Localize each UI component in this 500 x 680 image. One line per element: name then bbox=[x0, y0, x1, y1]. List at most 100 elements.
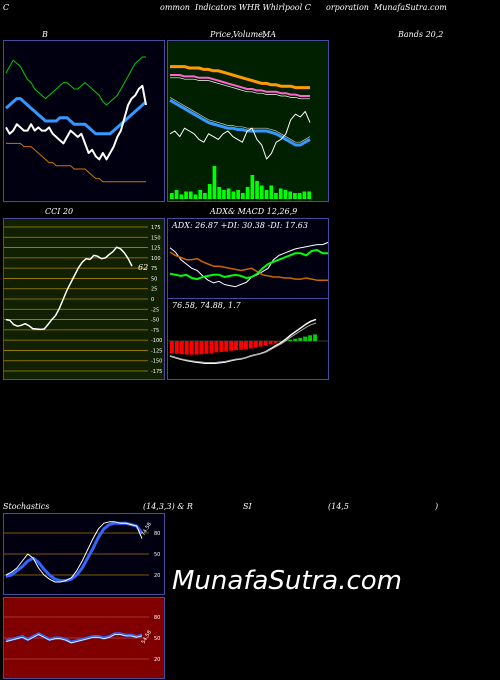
macd-readout: 76.58, 74.88, 1.7 bbox=[172, 301, 242, 310]
stoch-tick-label: 80 bbox=[154, 531, 160, 537]
ma-grey-line bbox=[169, 97, 311, 143]
volume-bar bbox=[307, 191, 311, 199]
rsi-panel: 80 50 20 54.58 bbox=[3, 597, 165, 679]
ma-blue-line bbox=[169, 98, 311, 147]
macd-histogram-bar bbox=[174, 341, 179, 354]
adx-chart: ADX: 26.87 +DI: 30.38 -DI: 17.63 bbox=[168, 219, 328, 299]
macd-histogram-bar bbox=[293, 338, 298, 341]
macd-histogram-bar bbox=[184, 341, 189, 355]
rsi-tick-label: 50 bbox=[154, 636, 160, 642]
cci-tick-label: -50 bbox=[151, 318, 159, 324]
cci-tick-label: -125 bbox=[151, 348, 162, 354]
adx-line bbox=[169, 241, 328, 288]
macd-histogram-bar bbox=[268, 341, 273, 345]
ma-pink-line bbox=[170, 74, 310, 97]
volume-bar bbox=[274, 193, 278, 199]
macd-histogram-bar bbox=[239, 341, 243, 350]
bollinger-panel bbox=[3, 40, 165, 202]
bands-title-right: Bands 20,2 bbox=[398, 30, 444, 39]
rsi-params-close: ) bbox=[435, 502, 439, 511]
macd-histogram-bar bbox=[313, 334, 317, 341]
volume-bar bbox=[203, 193, 207, 199]
rsi-line bbox=[5, 632, 143, 644]
cci-tick-label: -150 bbox=[151, 359, 162, 365]
bollinger-bg bbox=[4, 41, 164, 201]
cci-panel: 175 150 125 100 75 50 25 0 -25 -50 -75 -100 -125 -150… bbox=[3, 218, 165, 380]
ma-orange-line bbox=[170, 65, 310, 90]
stoch-params: (14,3,3) & R bbox=[143, 502, 193, 511]
macd-histogram-bar bbox=[199, 341, 204, 355]
volume-bar bbox=[269, 185, 274, 199]
price-panel bbox=[167, 40, 329, 202]
stoch-tick-label: 20 bbox=[154, 573, 160, 579]
price-bg bbox=[168, 41, 328, 201]
macd-histogram-bar bbox=[258, 341, 263, 347]
cci-tick-label: 50 bbox=[151, 276, 157, 282]
volume-bar bbox=[184, 191, 188, 199]
stoch-k-line bbox=[5, 521, 143, 583]
cci-tick-label: 100 bbox=[151, 256, 161, 262]
adx-panel: ADX: 26.87 +DI: 30.38 -DI: 17.63 bbox=[167, 218, 329, 300]
macd-histogram-bar bbox=[224, 341, 229, 352]
ma-white-line bbox=[170, 77, 310, 100]
macd-panel: 76.58, 74.88, 1.7 bbox=[167, 298, 329, 380]
macd-histogram-bar bbox=[204, 341, 209, 354]
macd-histogram-bar bbox=[248, 341, 253, 349]
volume-bar bbox=[170, 193, 174, 199]
cci-tick-label: 125 bbox=[151, 246, 161, 252]
volume-bar bbox=[250, 175, 255, 199]
cci-title: CCI 20 bbox=[45, 207, 74, 216]
macd-histogram-bar bbox=[229, 341, 234, 351]
cci-tick-label: -75 bbox=[151, 328, 159, 334]
volume-bar bbox=[302, 191, 307, 199]
volume-bar bbox=[245, 187, 250, 199]
macd-histogram-bar bbox=[308, 335, 312, 341]
macd-histogram-bar bbox=[244, 341, 248, 350]
rsi-title: SI bbox=[243, 502, 252, 511]
price-line bbox=[169, 110, 311, 160]
macd-histogram-bar bbox=[189, 341, 194, 355]
macd-histogram-bar bbox=[214, 341, 219, 353]
cci-tick-label: 0 bbox=[151, 297, 154, 303]
stoch-title: Stochastics bbox=[3, 502, 50, 511]
volume-bar bbox=[217, 187, 221, 199]
volume-bar bbox=[231, 191, 236, 199]
volume-bar bbox=[241, 193, 245, 199]
stoch-panel: 80 50 20 74.58 bbox=[3, 513, 165, 595]
volume-bar bbox=[222, 190, 226, 199]
macd-histogram-bar bbox=[303, 336, 308, 341]
macd-histogram-bar bbox=[219, 341, 224, 352]
price-chart bbox=[168, 41, 328, 201]
rsi-tick-label: 20 bbox=[154, 657, 160, 663]
macd-histogram-bar bbox=[273, 341, 278, 344]
volume-bar bbox=[283, 190, 288, 199]
volume-bar bbox=[188, 191, 193, 199]
cci-tick-label: -25 bbox=[151, 307, 159, 313]
macd-signal-line bbox=[169, 322, 317, 363]
bollinger-chart bbox=[4, 41, 164, 201]
macd-histogram-bar bbox=[209, 341, 214, 354]
header-title: ommon Indicators WHR Whirlpool C bbox=[160, 3, 311, 12]
macd-histogram-bar bbox=[278, 341, 283, 342]
ma-title: MA bbox=[262, 30, 276, 39]
cci-tick-label: 150 bbox=[151, 235, 161, 241]
macd-histogram-bar bbox=[179, 341, 184, 355]
cci-value-label: 62 bbox=[138, 263, 148, 272]
macd-chart: 76.58, 74.88, 1.7 bbox=[168, 299, 328, 379]
watermark: MunafaSutra.com bbox=[172, 566, 403, 596]
macd-histogram-bar bbox=[263, 341, 268, 346]
macd-histogram-bar bbox=[298, 337, 303, 341]
adx-title: ADX bbox=[210, 207, 228, 216]
cci-tick-label: 175 bbox=[151, 225, 161, 231]
volume-bar bbox=[297, 193, 302, 199]
volume-bar bbox=[193, 194, 198, 199]
macd-histogram-bar bbox=[253, 341, 258, 348]
bollinger-upper-band bbox=[5, 56, 146, 106]
rsi-signal-line bbox=[5, 634, 143, 644]
header-left-letter: C bbox=[3, 3, 10, 12]
macd-histogram-bar bbox=[234, 341, 238, 351]
bollinger-lower-band bbox=[6, 142, 146, 183]
volume-bar bbox=[264, 190, 269, 199]
